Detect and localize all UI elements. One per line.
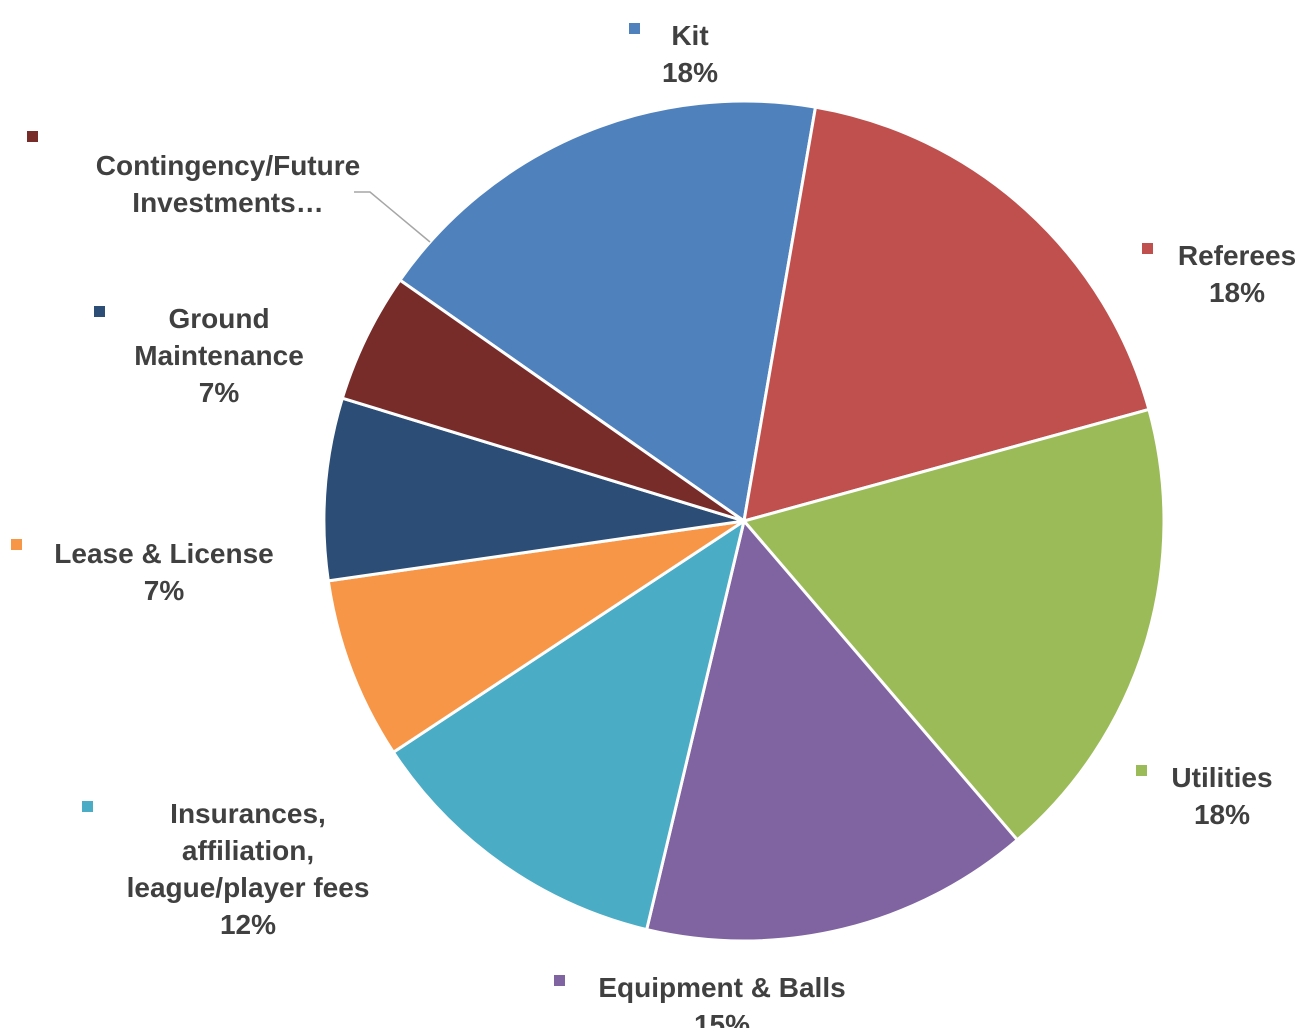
legend-marker-lease-license: [11, 539, 22, 550]
slice-label-equipment-balls: Equipment & Balls 15%: [598, 972, 845, 1028]
slice-percent-referees: 18%: [1209, 277, 1265, 308]
slice-label-line: Maintenance: [134, 340, 304, 371]
legend-marker-referees: [1142, 243, 1153, 254]
slice-percent-kit: 18%: [662, 57, 718, 88]
slice-label-line: Investments…: [132, 187, 323, 218]
slice-label-line: affiliation,: [182, 835, 314, 866]
slice-label-ground-maintenance: Ground Maintenance 7%: [134, 303, 304, 408]
legend-marker-insurances-affiliation-league-player-fees: [82, 801, 93, 812]
pie-slice-insurances-affiliation-league-player-fees: [391, 519, 746, 932]
slice-label-kit: Kit 18%: [662, 20, 718, 88]
slice-label-line: Kit: [671, 20, 708, 51]
legend-marker-ground-maintenance: [94, 306, 105, 317]
pie-slice-ground-maintenance: [322, 396, 746, 583]
slice-percent-insurances-affiliation-league-player-fees: 12%: [220, 909, 276, 940]
slice-label-line: Ground: [168, 303, 269, 334]
slice-label-line: league/player fees: [127, 872, 370, 903]
slice-label-contingency-future-investments: Contingency/Future Investments…: [96, 150, 360, 218]
leader-line-contingency: [354, 191, 431, 243]
leader-lines: [354, 191, 431, 243]
slice-percent-equipment-balls: 15%: [694, 1009, 750, 1028]
pie-slices: [322, 99, 1166, 943]
legend-marker-equipment-balls: [554, 975, 565, 986]
slice-label-utilities: Utilities 18%: [1171, 762, 1272, 830]
slice-percent-ground-maintenance: 7%: [199, 377, 240, 408]
slice-label-line: Referees: [1178, 240, 1296, 271]
pie-slice-equipment-balls: [645, 519, 1019, 943]
slice-label-line: Equipment & Balls: [598, 972, 845, 1003]
slice-label-referees: Referees 18%: [1178, 240, 1296, 308]
slice-label-line: Utilities: [1171, 762, 1272, 793]
legend-marker-utilities: [1136, 765, 1147, 776]
pie-slice-kit: [398, 99, 817, 523]
slice-label-lease-license: Lease & License 7%: [54, 538, 273, 606]
slice-percent-utilities: 18%: [1194, 799, 1250, 830]
pie-slice-referees: [742, 105, 1151, 523]
pie-slice-lease-license: [326, 519, 746, 754]
slice-label-insurances-affiliation-league-player-fees: Insurances, affiliation, league/player fee…: [127, 798, 370, 940]
slice-percent-lease-license: 7%: [144, 575, 185, 606]
slice-label-line: Insurances,: [170, 798, 326, 829]
slice-label-line: Contingency/Future: [96, 150, 360, 181]
pie-slice-utilities: [742, 407, 1166, 842]
legend-marker-contingency-future-investments: [27, 131, 38, 142]
slice-labels: Kit 18% Referees 18% Utilities 18% Equipment &…: [11, 20, 1296, 1028]
pie-slice-contingency-future-investments: [340, 278, 746, 523]
slice-label-line: Lease & License: [54, 538, 273, 569]
legend-marker-kit: [629, 23, 640, 34]
